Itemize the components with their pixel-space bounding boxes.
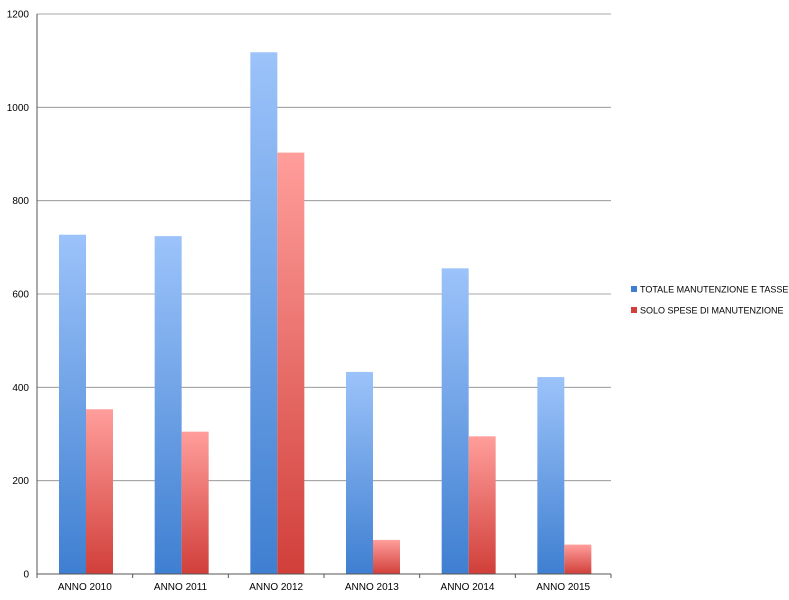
x-tick-label: ANNO 2015 [536,582,590,593]
legend-label-totale: TOTALE MANUTENZIONE E TASSE [640,285,788,295]
x-tick-label: ANNO 2013 [345,582,399,593]
legend-label-solo-spese: SOLO SPESE DI MANUTENZIONE [640,306,784,316]
bar-solo-spese-anno-2015 [564,544,592,574]
bar-solo-spese-anno-2014 [468,436,496,574]
y-tick-label: 600 [12,290,29,301]
bar-solo-spese-anno-2011 [181,431,209,574]
bar-totale-anno-2011 [154,236,182,574]
legend-swatch-totale [631,286,637,292]
bar-totale-anno-2012 [250,52,278,575]
x-tick-label: ANNO 2010 [58,582,112,593]
bar-totale-anno-2013 [346,371,373,574]
y-tick-label: 1000 [7,103,30,114]
bar-solo-spese-anno-2010 [86,409,113,574]
tick-labels: 0 200 400 600 800 1000 1200 ANNO 2010 ANNO 2011 A… [7,10,591,594]
x-tick-label: ANNO 2014 [441,582,495,593]
bar-totale-anno-2014 [441,268,469,574]
legend: TOTALE MANUTENZIONE E TASSE SOLO SPESE DI… [631,285,788,316]
bars [59,52,592,575]
bar-solo-spese-anno-2013 [373,539,400,574]
y-tick-label: 1200 [7,10,30,21]
legend-swatch-solo-spese [631,307,637,313]
x-tick-label: ANNO 2012 [249,582,303,593]
bar-totale-anno-2015 [537,377,565,574]
y-tick-label: 400 [12,383,29,394]
x-tick-label: ANNO 2011 [154,582,208,593]
gridlines [37,13,611,482]
bar-solo-spese-anno-2012 [277,152,305,574]
y-tick-label: 200 [12,476,29,487]
y-tick-label: 0 [23,570,29,581]
axes [36,14,612,578]
bar-totale-anno-2010 [59,234,86,574]
y-tick-label: 800 [12,196,29,207]
